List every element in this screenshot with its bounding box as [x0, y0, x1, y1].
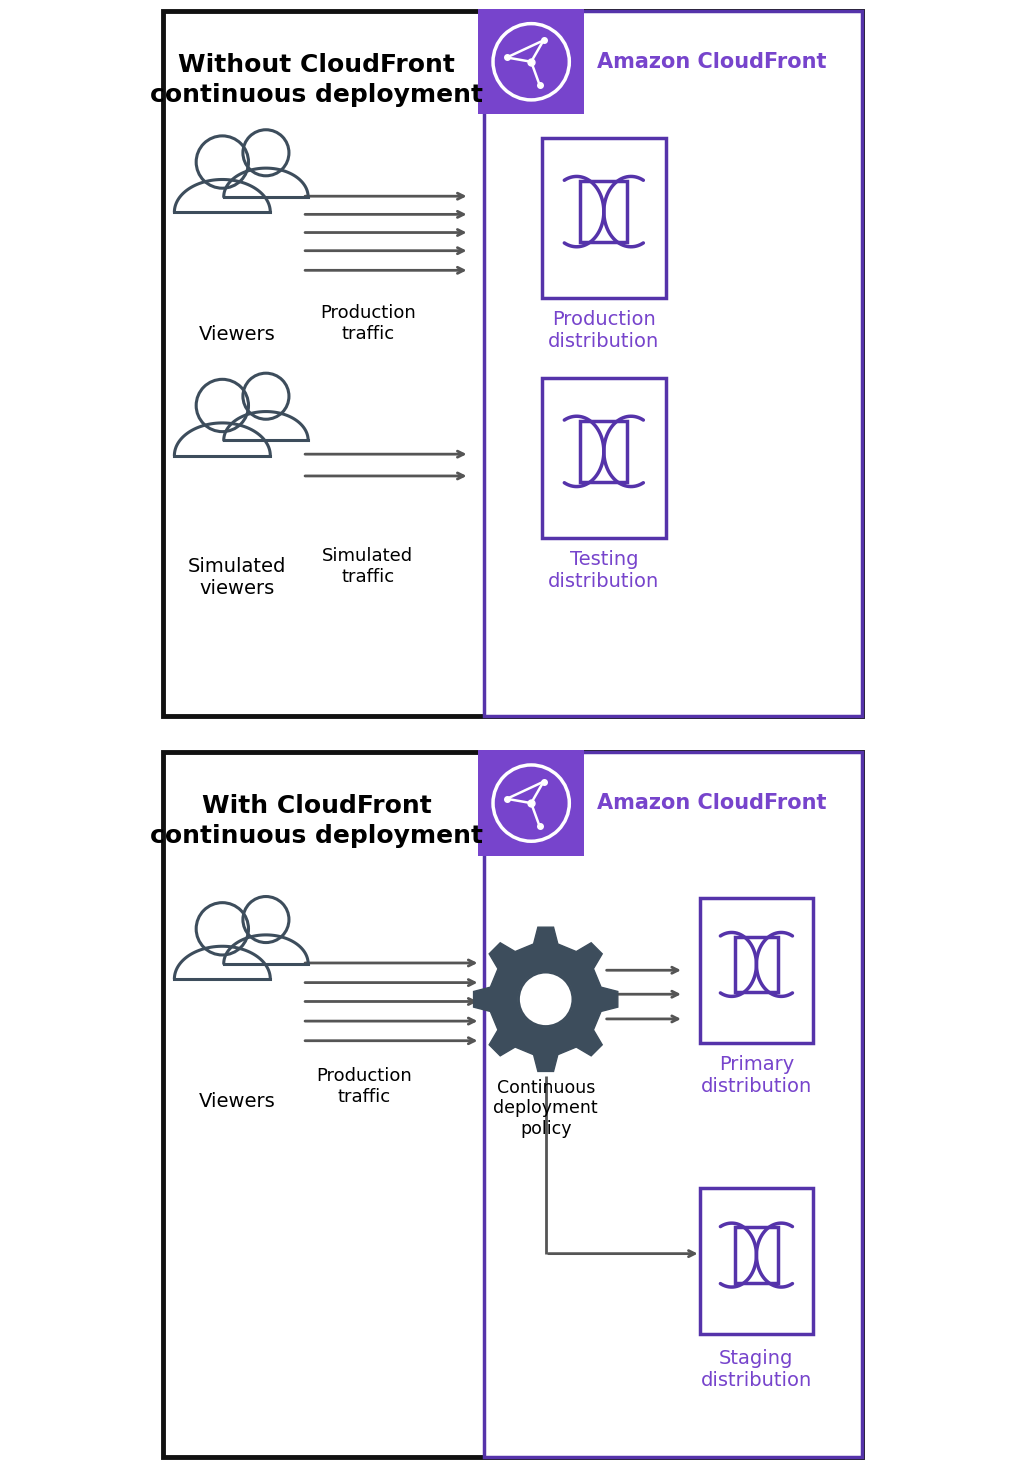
Circle shape	[518, 972, 573, 1026]
FancyBboxPatch shape	[484, 752, 862, 1458]
FancyBboxPatch shape	[542, 377, 666, 537]
FancyBboxPatch shape	[478, 9, 584, 115]
Text: Viewers: Viewers	[198, 1092, 275, 1110]
FancyBboxPatch shape	[484, 10, 579, 113]
Text: Production
traffic: Production traffic	[316, 1067, 411, 1105]
FancyBboxPatch shape	[163, 752, 862, 1458]
Text: Simulated
viewers: Simulated viewers	[188, 558, 286, 597]
Text: Production
traffic: Production traffic	[320, 304, 416, 342]
FancyBboxPatch shape	[581, 181, 627, 242]
FancyBboxPatch shape	[700, 1188, 813, 1333]
FancyBboxPatch shape	[478, 750, 584, 856]
FancyBboxPatch shape	[542, 138, 666, 298]
Text: Primary
distribution: Primary distribution	[701, 1055, 812, 1097]
FancyBboxPatch shape	[700, 897, 813, 1042]
Text: Production
distribution: Production distribution	[548, 310, 660, 351]
Polygon shape	[474, 928, 618, 1072]
FancyBboxPatch shape	[484, 752, 579, 854]
Text: With CloudFront
continuous deployment: With CloudFront continuous deployment	[150, 794, 483, 849]
Text: Staging
distribution: Staging distribution	[701, 1349, 812, 1390]
FancyBboxPatch shape	[735, 1227, 778, 1283]
FancyBboxPatch shape	[735, 937, 778, 992]
Text: Viewers: Viewers	[198, 324, 275, 344]
Text: Amazon CloudFront: Amazon CloudFront	[596, 51, 826, 72]
Text: Testing
distribution: Testing distribution	[548, 550, 660, 592]
FancyBboxPatch shape	[163, 10, 862, 716]
Text: Amazon CloudFront: Amazon CloudFront	[596, 793, 826, 813]
FancyBboxPatch shape	[581, 421, 627, 482]
FancyBboxPatch shape	[484, 10, 862, 716]
Text: Continuous
deployment
policy: Continuous deployment policy	[494, 1079, 598, 1138]
Text: Without CloudFront
continuous deployment: Without CloudFront continuous deployment	[150, 53, 483, 107]
Text: Simulated
traffic: Simulated traffic	[322, 548, 413, 586]
